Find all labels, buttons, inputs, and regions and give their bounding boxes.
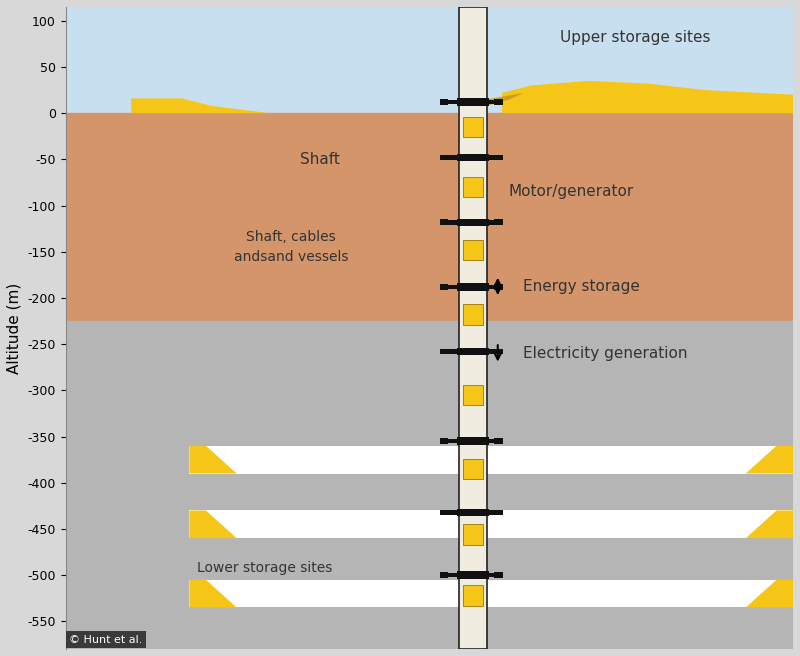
Bar (494, 349, 502, 354)
Bar (440, 349, 448, 354)
Y-axis label: Altitude (m): Altitude (m) (7, 282, 22, 374)
Text: Upper storage sites: Upper storage sites (560, 30, 711, 45)
Bar (457, 508, 489, 516)
Polygon shape (190, 510, 237, 538)
Bar (440, 573, 448, 578)
Bar (487, 573, 502, 577)
Text: Lower storage sites: Lower storage sites (197, 561, 332, 575)
Bar (494, 438, 502, 444)
Polygon shape (502, 81, 793, 113)
Text: Motor/generator: Motor/generator (509, 184, 634, 199)
Bar (444, 155, 459, 160)
Bar (487, 285, 502, 289)
Polygon shape (190, 580, 237, 607)
Polygon shape (487, 93, 524, 106)
Polygon shape (190, 446, 237, 474)
Bar (487, 220, 502, 224)
Bar (463, 117, 482, 137)
Bar (463, 524, 482, 544)
Bar (444, 510, 459, 514)
Bar (444, 439, 459, 443)
Bar (444, 100, 459, 104)
Text: Shaft, cables
andsand vessels: Shaft, cables andsand vessels (234, 230, 349, 264)
Bar (457, 348, 489, 356)
Bar (440, 155, 448, 160)
Bar (459, 7, 487, 649)
Bar (66, 113, 793, 321)
Bar (494, 510, 502, 515)
Bar (190, 446, 793, 474)
Bar (440, 284, 448, 290)
Bar (66, 321, 793, 649)
Text: © Hunt et al.: © Hunt et al. (70, 635, 142, 645)
Text: Electricity generation: Electricity generation (523, 346, 688, 361)
Bar (494, 220, 502, 225)
Bar (444, 220, 459, 224)
Text: Energy storage: Energy storage (523, 279, 640, 295)
Bar (457, 98, 489, 106)
Bar (494, 284, 502, 290)
Bar (457, 571, 489, 579)
Bar (190, 580, 793, 607)
Bar (440, 438, 448, 444)
Bar (444, 285, 459, 289)
Bar (457, 283, 489, 291)
Bar (463, 177, 482, 197)
Polygon shape (746, 580, 793, 607)
Polygon shape (746, 510, 793, 538)
Bar (440, 99, 448, 105)
Bar (66, 7, 793, 113)
Bar (487, 100, 502, 104)
Bar (463, 304, 482, 325)
Bar (494, 155, 502, 160)
Bar (463, 239, 482, 260)
Bar (190, 510, 793, 538)
Bar (463, 459, 482, 479)
Bar (444, 573, 459, 577)
Bar (440, 510, 448, 515)
Bar (487, 349, 502, 354)
Polygon shape (131, 98, 270, 113)
Polygon shape (746, 446, 793, 474)
Bar (463, 585, 482, 605)
Bar (457, 154, 489, 161)
Bar (444, 349, 459, 354)
Text: Shaft: Shaft (300, 152, 340, 167)
Bar (494, 99, 502, 105)
Bar (457, 438, 489, 445)
Bar (487, 510, 502, 514)
Bar (494, 573, 502, 578)
Bar (440, 220, 448, 225)
Bar (487, 439, 502, 443)
Bar (487, 155, 502, 160)
Bar (457, 218, 489, 226)
Bar (463, 385, 482, 405)
